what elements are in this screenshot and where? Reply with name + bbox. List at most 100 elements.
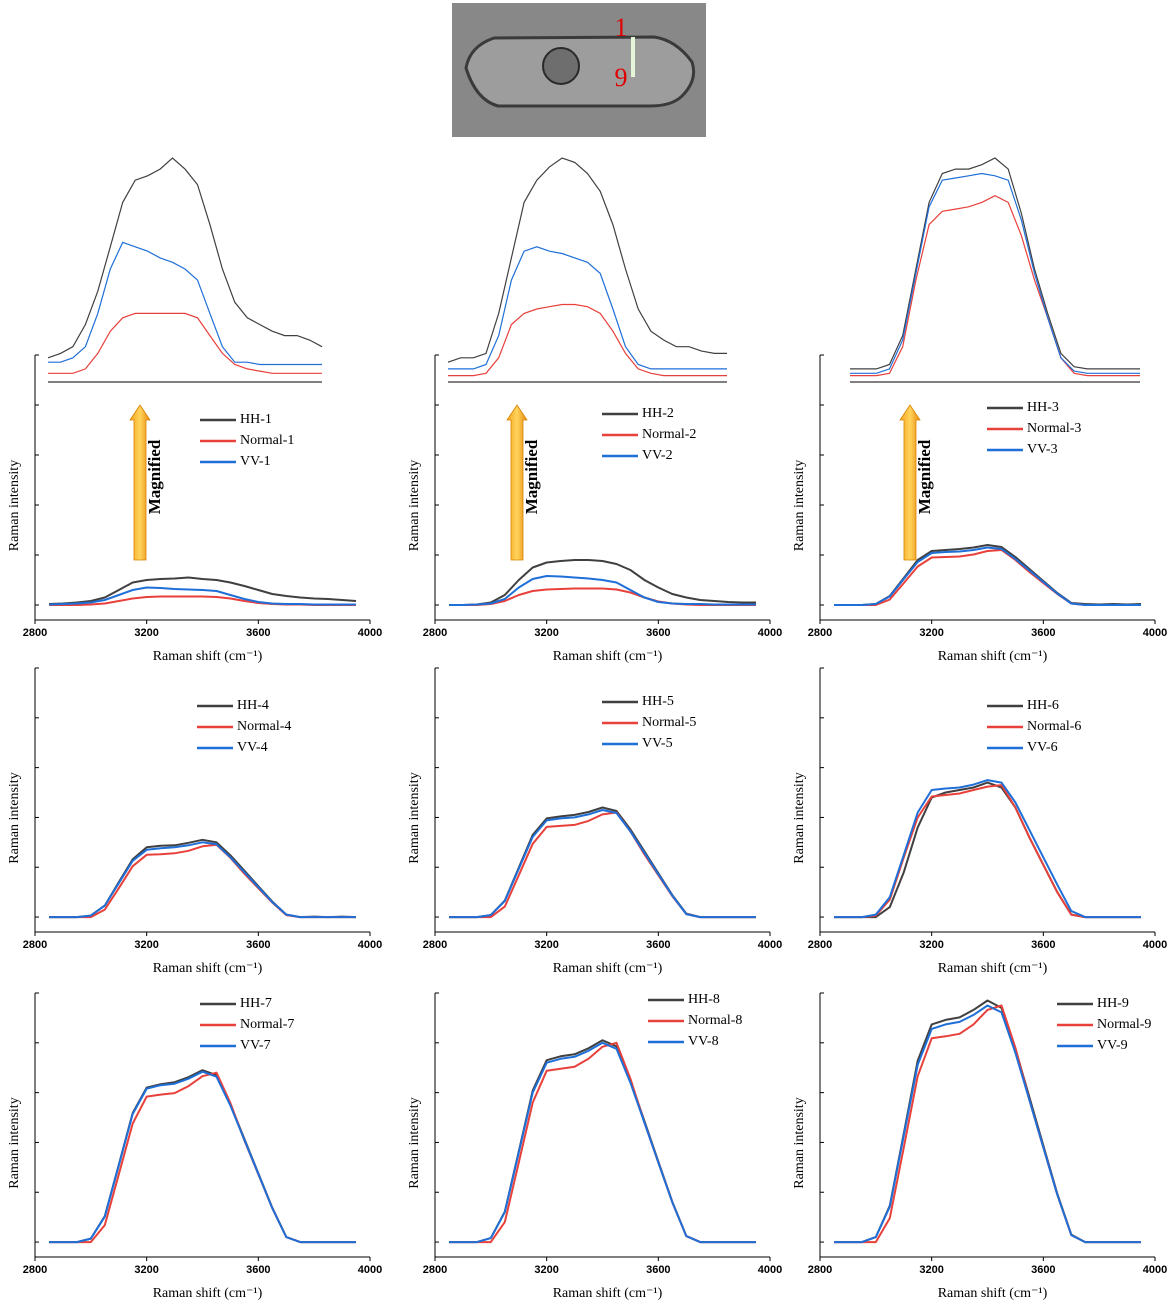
spectrum-line: [449, 1039, 756, 1244]
spectrum-line: [834, 784, 1141, 919]
y-axis-label: Raman intensity: [7, 1097, 22, 1188]
x-tick-label: 2800: [423, 1264, 447, 1276]
legend-label: HH-3: [1027, 400, 1059, 415]
spectrum-line: [834, 779, 1141, 919]
x-tick-label: 3600: [246, 1264, 270, 1276]
legend-label: Normal-2: [642, 427, 696, 442]
x-tick-label: 4000: [1143, 939, 1167, 951]
magnify-arrow: [129, 404, 151, 561]
subplot: 2800 3200 3600 4000 Raman shift (cm⁻¹) Raman …: [792, 992, 1167, 1301]
annotation: Magnified: [522, 439, 541, 514]
legend-label: HH-1: [240, 412, 272, 427]
x-tick-label: 2800: [23, 939, 47, 951]
x-tick-label: 4000: [358, 1264, 382, 1276]
legend-label: HH-4: [237, 698, 269, 713]
subplot: 2800 3200 3600 4000 Raman shift (cm⁻¹) Raman …: [407, 992, 782, 1301]
legend-label: VV-6: [1027, 740, 1058, 755]
x-tick-label: 2800: [23, 1264, 47, 1276]
spectrum-line: [48, 576, 357, 605]
spectrum-line: [49, 843, 356, 919]
x-tick-label: 2800: [423, 627, 447, 639]
bubble: [542, 47, 580, 85]
x-tick-label: 2800: [808, 939, 832, 951]
spectrum-line: [449, 1041, 756, 1244]
inset-spectrum-line: [850, 195, 1140, 377]
y-axis-label: Raman intensity: [792, 460, 807, 551]
y-axis-label: Raman intensity: [407, 772, 422, 863]
spectrum-line: [449, 806, 756, 919]
x-axis-label: Raman shift (cm⁻¹): [153, 961, 263, 976]
x-tick-label: 3200: [134, 1264, 158, 1276]
x-tick-label: 2800: [808, 1264, 832, 1276]
legend-label: HH-8: [688, 992, 720, 1007]
spectrum-line: [834, 1004, 1141, 1244]
spectrum-line: [834, 1004, 1141, 1244]
inset-spectrum-line: [48, 312, 322, 374]
x-axis-label: Raman shift (cm⁻¹): [938, 961, 1048, 976]
legend-label: HH-5: [642, 694, 674, 709]
x-tick-label: 2800: [23, 627, 47, 639]
x-tick-label: 4000: [1143, 627, 1167, 639]
x-tick-label: 3600: [246, 627, 270, 639]
spectrum-line: [49, 1069, 356, 1244]
x-tick-label: 3200: [534, 939, 558, 951]
x-tick-label: 2800: [423, 939, 447, 951]
magnify-arrow: [506, 404, 528, 561]
spectrum-line: [49, 841, 356, 919]
legend-label: VV-7: [240, 1038, 271, 1053]
x-tick-label: 3200: [134, 939, 158, 951]
x-tick-label: 3600: [246, 939, 270, 951]
annotation: Magnified: [145, 439, 164, 514]
legend-label: VV-5: [642, 736, 673, 751]
legend-label: Normal-1: [240, 433, 294, 448]
legend-label: Normal-7: [240, 1017, 294, 1032]
x-axis-label: Raman shift (cm⁻¹): [153, 1286, 263, 1301]
x-axis-label: Raman shift (cm⁻¹): [153, 649, 263, 664]
subplot: 2800 3200 3600 4000 Raman shift (cm⁻¹) Raman …: [7, 667, 382, 976]
x-tick-label: 4000: [358, 939, 382, 951]
inset-spectrum-line: [447, 157, 727, 363]
subplot: 2800 3200 3600 4000 Raman shift (cm⁻¹) Raman …: [7, 992, 382, 1301]
x-axis-label: Raman shift (cm⁻¹): [553, 1286, 663, 1301]
magnify-arrow: [899, 404, 921, 561]
inset-spectrum-line: [850, 172, 1140, 374]
x-tick-label: 3600: [1031, 939, 1055, 951]
x-tick-label: 3600: [646, 627, 670, 639]
spectrum-line: [49, 838, 357, 919]
legend-label: Normal-6: [1027, 719, 1081, 734]
x-tick-label: 3200: [534, 1264, 558, 1276]
position-label: 1: [615, 13, 628, 42]
x-tick-label: 2800: [808, 627, 832, 639]
y-axis-label: Raman intensity: [7, 772, 22, 863]
x-tick-label: 3200: [919, 1264, 943, 1276]
inset-spectrum-line: [48, 241, 322, 366]
spectrum-line: [834, 549, 1141, 606]
inset-spectrum-line: [850, 157, 1140, 370]
x-tick-label: 4000: [758, 627, 782, 639]
legend-label: VV-1: [240, 454, 271, 469]
x-axis-label: Raman shift (cm⁻¹): [553, 961, 663, 976]
spectrum-line: [834, 546, 1141, 606]
subplot: 2800 3200 3600 4000 Raman shift (cm⁻¹) Raman …: [792, 157, 1167, 664]
spectrum-line: [449, 809, 756, 919]
x-axis-label: Raman shift (cm⁻¹): [938, 1286, 1048, 1301]
inset-spectrum-line: [47, 157, 323, 359]
legend-label: Normal-9: [1097, 1017, 1151, 1032]
position-label: 9: [615, 63, 628, 92]
crystal: [464, 35, 696, 108]
x-tick-label: 3200: [534, 627, 558, 639]
legend-label: VV-8: [688, 1034, 719, 1049]
x-tick-label: 3600: [1031, 1264, 1055, 1276]
x-tick-label: 3600: [646, 1264, 670, 1276]
x-tick-label: 4000: [758, 939, 782, 951]
micrograph: 1 9: [452, 3, 706, 137]
x-tick-label: 3200: [919, 627, 943, 639]
x-tick-label: 3200: [919, 939, 943, 951]
x-axis-label: Raman shift (cm⁻¹): [938, 649, 1048, 664]
x-tick-label: 4000: [358, 627, 382, 639]
x-tick-label: 3600: [646, 939, 670, 951]
subplot: 2800 3200 3600 4000 Raman shift (cm⁻¹) Raman …: [407, 667, 782, 976]
legend-label: Normal-8: [688, 1013, 742, 1028]
spectrum-line: [449, 575, 756, 606]
